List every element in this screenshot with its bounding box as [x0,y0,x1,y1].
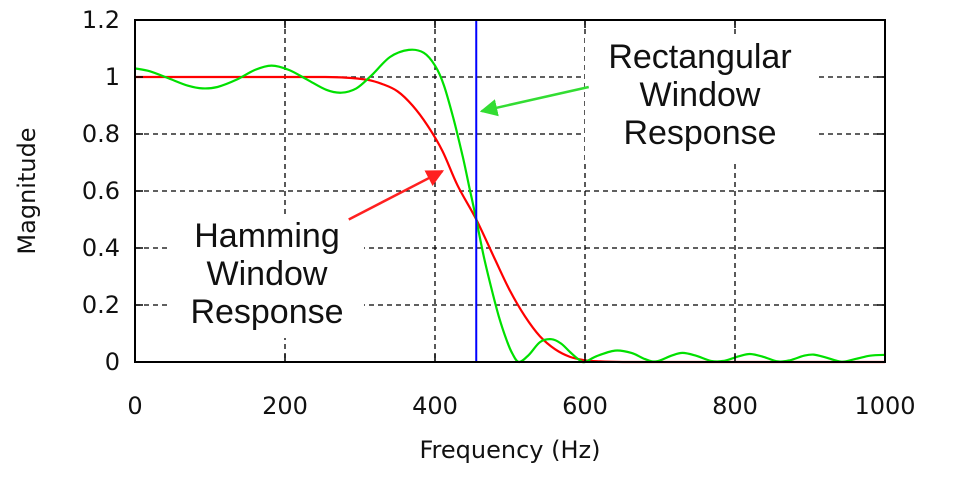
annotation-hamming-line-3: Response [190,293,343,331]
x-axis-title: Frequency (Hz) [420,436,601,464]
annotation-hamming-arrow [348,169,445,221]
annotation-rectangular: Rectangular Window Response [479,36,817,160]
annotation-hamming-line-1: Hamming [194,217,339,255]
y-tick-label: 1 [105,63,120,91]
annotation-rectangular-arrow [479,85,590,117]
y-axis-title: Magnitude [13,127,41,254]
axis-ticks: 0 200 400 600 800 1000 0 0.2 0.4 0.6 0.8 1 1.2 [82,6,916,420]
annotation-hamming-background [170,214,364,338]
annotation-hamming: Hamming Window Response [170,169,445,338]
x-tick-label: 600 [562,392,608,420]
x-tick-label: 800 [712,392,758,420]
annotation-rectangular-line-3: Response [623,114,776,152]
annotation-hamming-line-2: Window [207,255,328,293]
x-tick-label: 0 [127,392,142,420]
y-tick-label: 1.2 [82,6,120,34]
annotation-rectangular-line-1: Rectangular [608,38,791,76]
annotation-rectangular-background [585,36,817,160]
x-tick-label: 400 [412,392,458,420]
x-tick-label: 1000 [854,392,915,420]
y-tick-label: 0.4 [82,234,120,262]
y-tick-label: 0 [105,348,120,376]
y-tick-label: 0.6 [82,177,120,205]
annotation-rectangular-line-2: Window [640,76,761,114]
y-tick-label: 0.2 [82,291,120,319]
y-tick-label: 0.8 [82,120,120,148]
x-tick-label: 200 [262,392,308,420]
